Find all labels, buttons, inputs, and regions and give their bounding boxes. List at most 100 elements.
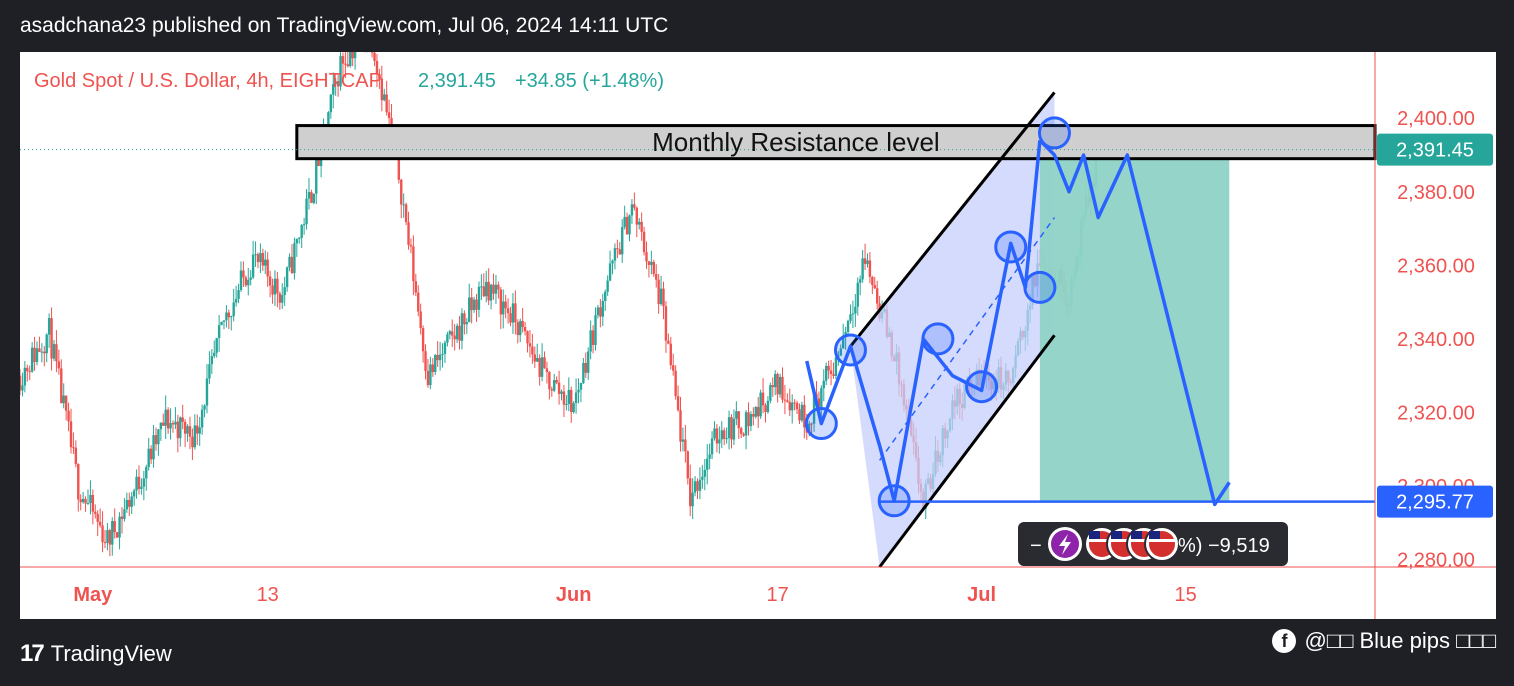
candle-body: [482, 286, 486, 297]
candle-body: [111, 521, 114, 545]
candle-body: [300, 225, 303, 238]
candle-body: [764, 405, 767, 412]
candle-body: [604, 291, 607, 302]
candle-body: [283, 287, 286, 296]
candle-body: [247, 279, 250, 286]
candle-body: [191, 436, 194, 448]
candle-body: [254, 254, 257, 256]
candle-body: [424, 351, 427, 372]
candle-body: [60, 368, 63, 404]
candle-body: [375, 60, 379, 74]
candle-body: [553, 380, 556, 391]
candle-body: [749, 414, 753, 427]
candle-body: [193, 425, 197, 448]
candle-body: [166, 409, 170, 429]
candle-body: [273, 278, 277, 295]
candle-body: [249, 277, 252, 280]
resistance-label: Monthly Resistance level: [652, 127, 940, 157]
candle-body: [20, 375, 22, 391]
footer-credit-label: @□□ Blue pips □□□: [1304, 628, 1496, 653]
x-tick-label: 17: [767, 584, 789, 606]
candle-body: [108, 530, 112, 545]
footer-brand[interactable]: 17 TradingView: [20, 640, 172, 668]
candle-body: [706, 458, 709, 470]
candle-body: [676, 396, 680, 411]
candle-body: [30, 347, 34, 372]
candle-body: [808, 423, 811, 433]
candle-body: [645, 252, 648, 262]
candle-body: [171, 423, 175, 425]
us-flag-icon-band: [1131, 539, 1157, 542]
candle-body: [35, 348, 39, 362]
candle-body: [536, 358, 539, 362]
swing-point-marker: [804, 407, 838, 441]
swing-point-marker: [877, 484, 911, 518]
candle-body: [346, 64, 350, 67]
candle-body: [387, 112, 391, 118]
candle-body: [64, 395, 68, 411]
candle-body: [747, 412, 750, 427]
candle-body: [458, 325, 461, 341]
channel-fill: [850, 92, 1055, 567]
facebook-icon: f: [1272, 629, 1297, 653]
candle-body: [259, 253, 262, 263]
candle-body: [516, 322, 520, 336]
candle-body: [421, 328, 425, 352]
us-flag-icon-band: [1089, 539, 1115, 542]
us-flag-icon-canton: [1089, 531, 1100, 539]
candle-body: [572, 403, 575, 413]
target-zone: [1039, 158, 1230, 502]
candle-body: [264, 259, 267, 266]
zones: [295, 92, 1377, 567]
candle-body: [256, 254, 260, 263]
candle-body: [875, 288, 879, 304]
candle-body: [681, 439, 685, 442]
candle-body: [50, 318, 53, 359]
axes: 2,400.00 2,380.00 2,360.00 2,340.00 2,320.00…: [20, 52, 1496, 619]
candle-body: [570, 389, 573, 413]
candle-body: [866, 260, 869, 264]
candle-body: [713, 428, 716, 439]
candle-body: [650, 261, 653, 265]
candle-body: [52, 344, 56, 359]
candle-body: [40, 351, 44, 353]
candle-body: [582, 362, 585, 383]
candle-body: [385, 94, 388, 113]
price-chart[interactable]: − %) −9,519 2,400.00 2,380.00 2,360.00 2,340…: [20, 52, 1496, 619]
candle-body: [672, 365, 675, 371]
candle-body: [271, 285, 274, 295]
candle-body: [414, 281, 418, 293]
candle-body: [504, 301, 507, 309]
us-flag-icon-canton: [1149, 531, 1160, 539]
candle-body: [179, 417, 182, 439]
candle-body: [89, 494, 92, 503]
candle-body: [295, 238, 299, 244]
tradingview-logo-icon: 17: [20, 640, 45, 667]
candle-body: [720, 430, 723, 440]
candle-body: [373, 52, 376, 61]
candle-body: [841, 337, 845, 349]
candle-body: [159, 422, 163, 430]
candle-body: [278, 293, 282, 303]
candle-body: [788, 401, 791, 411]
chart-panel[interactable]: − %) −9,519 2,400.00 2,380.00 2,360.00 2,340…: [20, 52, 1496, 619]
candle-body: [281, 295, 284, 303]
candle-body: [261, 253, 265, 266]
candle-body: [531, 346, 534, 355]
candle-body: [725, 438, 728, 440]
candle-body: [33, 347, 36, 362]
candle-body: [652, 261, 655, 275]
candle-body: [341, 56, 345, 64]
candle-body: [693, 481, 697, 493]
candle-body: [514, 303, 517, 323]
candle-body: [198, 427, 201, 434]
candle-body: [601, 301, 604, 317]
candle-body: [723, 430, 726, 439]
candle-body: [499, 289, 503, 315]
candle-body: [506, 308, 510, 314]
candle-body: [698, 479, 702, 491]
candle-body: [526, 331, 529, 344]
candle-body: [798, 409, 801, 421]
candle-body: [380, 78, 384, 101]
x-tick-label: 15: [1174, 584, 1196, 606]
